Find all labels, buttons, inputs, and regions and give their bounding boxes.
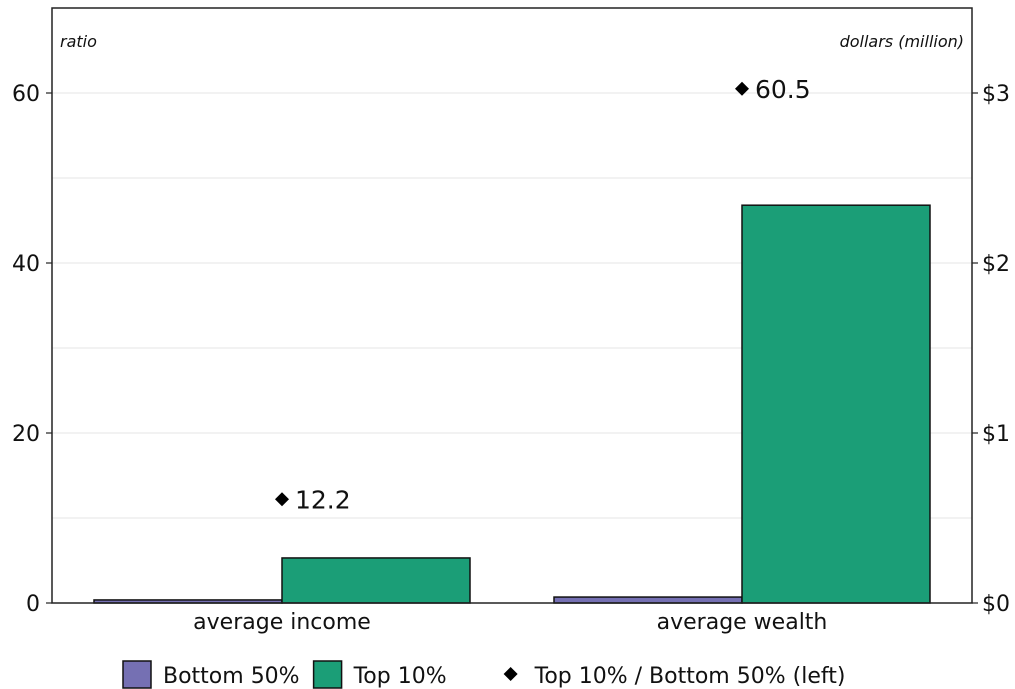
ratio-marker (275, 492, 289, 507)
category-labels: average income average wealth (193, 610, 827, 635)
right-tick-label: $1 (982, 422, 1010, 447)
right-tick-label: $2 (982, 252, 1010, 277)
left-axis-ticks: 0 20 40 60 (12, 82, 52, 617)
ratio-data-label: 60.5 (755, 75, 811, 104)
ratio-marker (735, 81, 749, 96)
legend-label: Bottom 50% (163, 664, 300, 689)
right-axis-ticks: $0 $1 $2 $3 (972, 82, 1010, 617)
legend: Bottom 50% Top 10% Top 10% / Bottom 50% (l… (122, 660, 846, 689)
bars (93, 204, 931, 604)
bar-bottom-50--average-wealth (553, 596, 743, 604)
left-tick-label: 60 (12, 82, 40, 107)
legend-swatch (312, 660, 343, 689)
plot-frame (51, 7, 973, 604)
right-tick-label: $0 (982, 592, 1010, 617)
left-tick-label: 20 (12, 422, 40, 447)
left-tick-label: 0 (26, 592, 40, 617)
legend-swatch (122, 660, 152, 689)
right-tick-label: $3 (982, 82, 1010, 107)
right-axis-unit: dollars (million) (840, 32, 964, 51)
left-tick-label: 40 (12, 252, 40, 277)
ratio-data-label: 12.2 (295, 485, 351, 514)
bar-top-10--average-wealth (741, 204, 931, 604)
bar-top-10--average-income (281, 557, 471, 604)
category-label: average income (193, 610, 371, 635)
ratio-markers: 12.2 60.5 (275, 75, 811, 514)
category-label: average wealth (657, 610, 828, 635)
legend-label: Top 10% / Bottom 50% (left) (534, 664, 846, 689)
left-axis-unit: ratio (60, 32, 97, 51)
legend-diamond-icon (503, 667, 518, 681)
legend-label: Top 10% (353, 664, 447, 689)
